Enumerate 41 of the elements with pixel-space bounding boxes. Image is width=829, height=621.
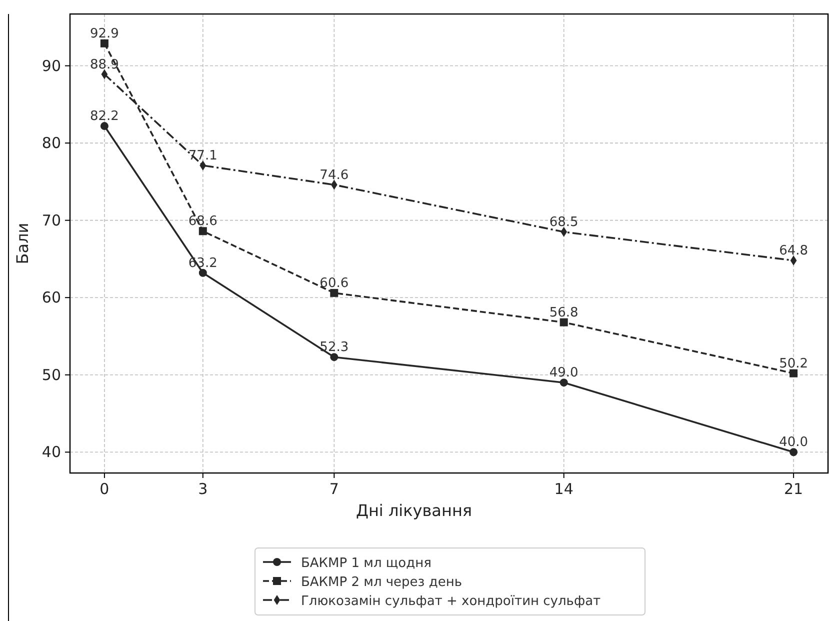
point — [100, 122, 108, 130]
point — [330, 353, 338, 362]
data-label: 50.2 — [779, 356, 808, 372]
point — [790, 369, 798, 378]
data-label: 56.8 — [549, 305, 578, 320]
data-label: 82.2 — [90, 109, 119, 124]
y-axis-title: Бали — [13, 222, 32, 264]
data-label: 60.6 — [320, 276, 349, 291]
x-tick-label: 21 — [784, 480, 804, 498]
data-label: 74.6 — [320, 168, 349, 183]
point — [330, 288, 338, 297]
x-tick-label: 3 — [198, 480, 208, 498]
data-label: 68.6 — [188, 214, 218, 230]
legend-label: Глюкозамін сульфат + хондроїтин сульфат — [301, 594, 602, 609]
data-label: 68.5 — [549, 214, 578, 230]
y-tick-label: 40 — [42, 443, 61, 462]
point — [790, 256, 797, 266]
point — [560, 378, 568, 387]
y-tick-label: 80 — [42, 134, 61, 152]
point — [790, 448, 798, 456]
data-label: 92.9 — [90, 26, 119, 42]
y-tick-label: 90 — [42, 56, 61, 75]
point — [560, 318, 568, 326]
legend-label: БАКМР 2 мл через день — [301, 575, 462, 590]
point — [100, 39, 108, 48]
y-tick-label: 70 — [42, 211, 61, 230]
x-tick-label: 7 — [329, 480, 339, 498]
x-axis-title: Дні лікування — [356, 501, 472, 520]
x-tick-label: 0 — [100, 480, 110, 498]
data-label: 64.8 — [779, 244, 808, 258]
legend-label: БАКМР 1 мл щодня — [301, 556, 432, 571]
point — [198, 268, 207, 277]
data-label: 88.9 — [90, 57, 119, 72]
y-tick-label: 60 — [42, 288, 61, 307]
x-tick-label: 14 — [554, 480, 574, 498]
data-label: 77.1 — [188, 148, 218, 164]
y-tick-label: 50 — [42, 366, 61, 384]
data-label: 40.0 — [779, 435, 808, 450]
point — [198, 227, 207, 236]
data-label: 52.3 — [320, 340, 349, 356]
data-label: 49.0 — [549, 366, 578, 381]
